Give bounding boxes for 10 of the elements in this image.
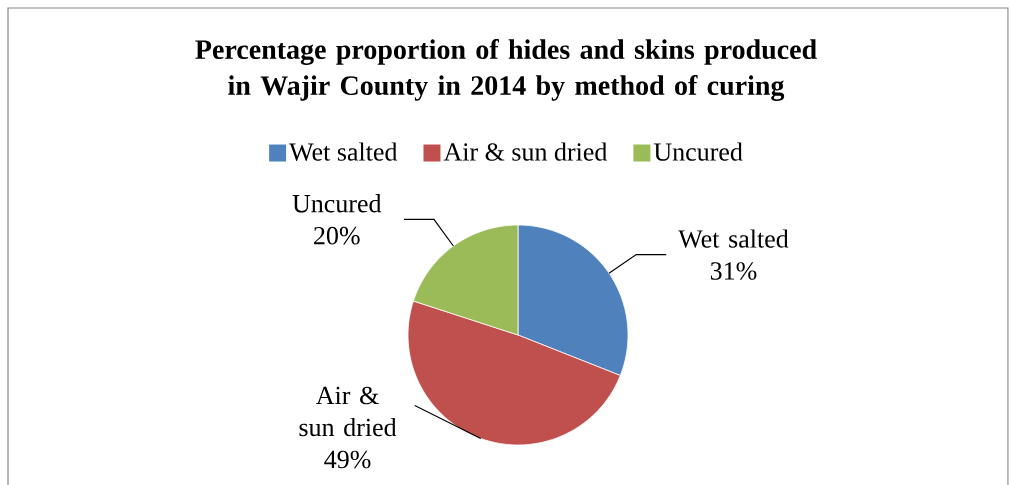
legend-label: Wet salted (289, 142, 398, 161)
slice-label: Uncured (292, 194, 382, 213)
data-label: 49% (324, 450, 371, 469)
data-label: 31% (710, 262, 757, 280)
chart-title: Percentage proportion of hides and skins produced in Wajir County in 2014 by method of curing (195, 39, 817, 101)
data-label: 20% (314, 226, 360, 245)
legend-label: Uncured (653, 142, 743, 161)
slice-label: Wet salted (678, 229, 789, 248)
legend-label: Air & sun dried (443, 142, 608, 161)
slice-label: Air & sun dried (299, 386, 397, 437)
